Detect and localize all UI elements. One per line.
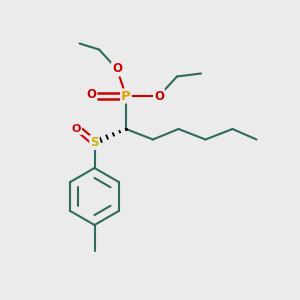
- Text: O: O: [86, 88, 97, 101]
- Text: O: O: [154, 89, 164, 103]
- Text: P: P: [121, 89, 131, 103]
- Text: S: S: [90, 136, 99, 149]
- Text: O: O: [72, 124, 81, 134]
- Text: O: O: [112, 62, 122, 76]
